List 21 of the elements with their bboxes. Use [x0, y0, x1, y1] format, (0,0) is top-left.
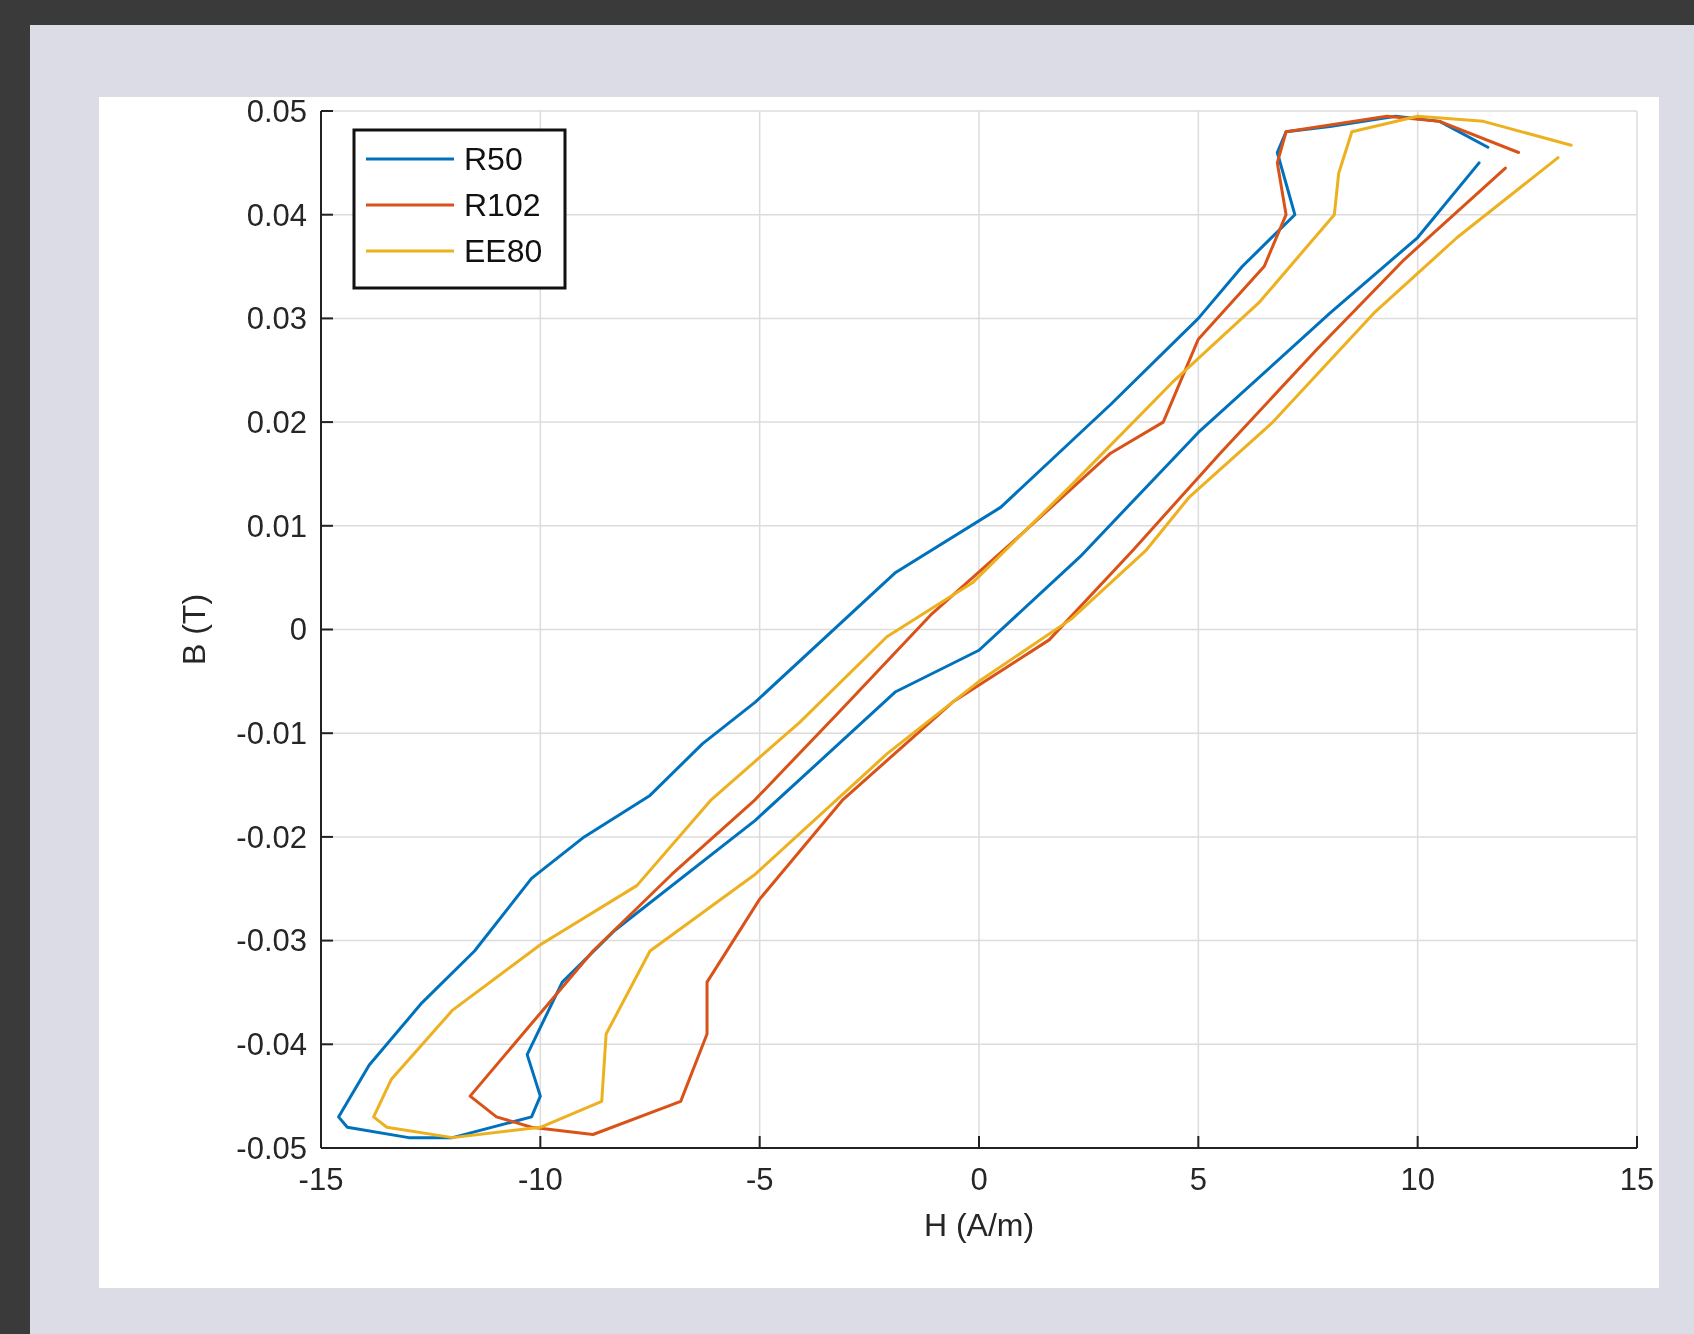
y-axis-title: B (T) [176, 593, 212, 666]
y-tick-label: 0.04 [246, 197, 307, 233]
y-tick-label: 0.03 [246, 301, 307, 337]
y-tick-label: 0.02 [246, 404, 307, 440]
y-tick-label: -0.03 [236, 923, 307, 959]
legend-label: R50 [464, 141, 523, 178]
y-tick-label: 0 [289, 612, 307, 648]
legend-label: EE80 [464, 233, 543, 270]
y-tick-label: -0.01 [236, 716, 307, 752]
x-tick-label: -10 [517, 1162, 563, 1197]
x-axis-title: H (A/m) [923, 1207, 1035, 1243]
y-tick-label: -0.04 [236, 1027, 307, 1063]
y-tick-label: -0.02 [236, 819, 307, 855]
x-tick-label: 15 [1619, 1162, 1655, 1197]
x-tick-label: 0 [970, 1162, 988, 1197]
x-tick-label: -5 [745, 1162, 774, 1197]
legend-label: R102 [464, 187, 541, 224]
y-tick-label: 0.05 [246, 93, 307, 129]
x-tick-label: 10 [1400, 1162, 1435, 1197]
x-tick-label: 5 [1189, 1162, 1207, 1197]
y-tick-label: 0.01 [246, 508, 307, 544]
